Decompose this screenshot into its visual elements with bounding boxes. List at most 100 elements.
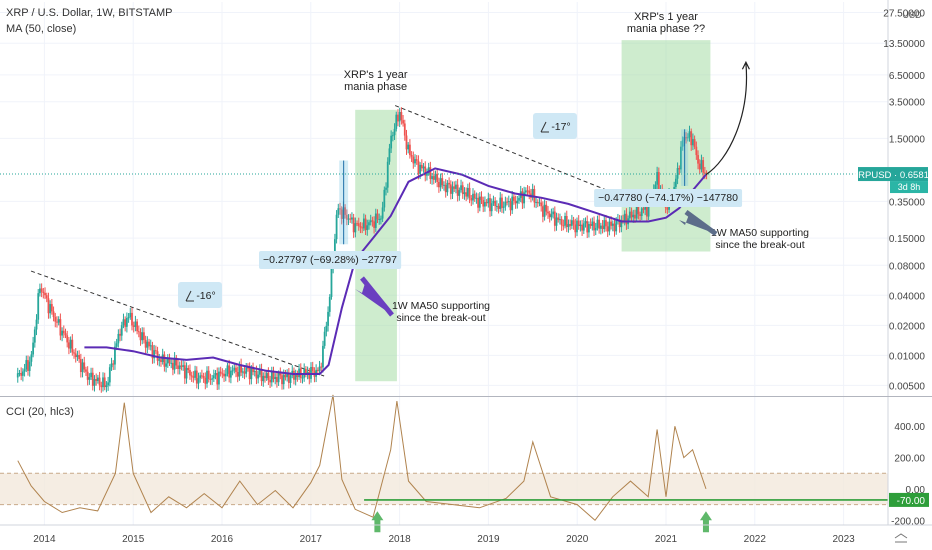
price-candle [352, 217, 355, 233]
price-candle [378, 219, 381, 221]
price-candle [644, 206, 647, 210]
price-candle [149, 345, 152, 347]
price-candle [137, 331, 140, 333]
price-candle [487, 198, 490, 204]
price-candle [296, 375, 299, 378]
price-candle [235, 367, 237, 373]
price-candle [45, 295, 48, 299]
cci-line [17, 394, 707, 522]
price-candle [397, 114, 399, 122]
price-candle [27, 360, 29, 371]
price-candle [468, 187, 471, 199]
price-candle [700, 160, 703, 170]
price-candle [521, 191, 524, 204]
price-candle [424, 166, 427, 176]
price-candle [698, 163, 701, 170]
price-candle [173, 357, 176, 370]
price-candle [640, 208, 643, 216]
price-candle [236, 372, 239, 377]
price-candle [567, 224, 570, 228]
price-candle [117, 333, 120, 344]
price-candle [245, 367, 248, 374]
support-label-2017: 1W MA50 supporting since the break-out [392, 300, 490, 324]
mania-label-2017: XRP's 1 year mania phase [344, 69, 408, 93]
price-candle [141, 332, 144, 341]
support-label-2021: 1W MA50 supporting since the break-out [711, 227, 809, 251]
price-candle [52, 311, 55, 318]
price-candle [657, 172, 660, 191]
price-candle [262, 375, 265, 382]
price-candle [637, 206, 640, 215]
price-tick-label: 0.15000 [889, 234, 926, 245]
price-candle [362, 218, 365, 229]
price-candle [569, 224, 572, 226]
price-candle [495, 205, 498, 207]
price-candle [107, 382, 110, 386]
price-candle [98, 377, 101, 386]
price-candle [593, 221, 595, 231]
downtrend-line-1 [30, 270, 325, 377]
price-candle [543, 204, 546, 217]
price-candle [276, 377, 278, 383]
price-candle [64, 333, 67, 336]
price-candle [172, 362, 174, 370]
price-candle [623, 213, 626, 221]
price-candle [218, 371, 220, 385]
price-candle [448, 182, 451, 185]
price-candle [282, 374, 285, 385]
price-candle [316, 369, 319, 372]
price-candle [615, 220, 618, 232]
pointer-arrow-2017-shaft [360, 276, 394, 317]
price-candle [528, 190, 531, 194]
price-candle [61, 330, 63, 336]
price-candle [702, 160, 705, 173]
price-candle [509, 201, 512, 211]
price-candle [211, 378, 214, 380]
price-candle [359, 226, 362, 228]
price-candle [247, 367, 249, 369]
price-candle [460, 185, 462, 191]
price-candle [59, 319, 62, 336]
price-candle [494, 200, 497, 207]
price-candle [185, 367, 188, 379]
price-candle [308, 372, 311, 379]
price-candle [23, 369, 26, 372]
price-candle [91, 372, 94, 386]
price-candle [458, 190, 461, 196]
price-candle [311, 366, 314, 371]
price-candle [18, 373, 21, 375]
price-candle [49, 304, 52, 314]
price-candle [381, 207, 384, 219]
price-candle [68, 342, 70, 349]
price-candle [320, 366, 323, 368]
price-candle [437, 181, 440, 188]
price-candle [25, 360, 28, 370]
price-candle [581, 224, 584, 231]
price-candle [548, 213, 551, 218]
price-candle [180, 365, 183, 367]
price-candle [339, 208, 341, 210]
price-candle [178, 365, 181, 370]
price-candle [470, 198, 473, 201]
price-tick-label: 0.02000 [889, 321, 926, 332]
price-candle [160, 359, 162, 362]
price-candle [238, 364, 241, 377]
price-candle [243, 371, 246, 374]
price-candle [635, 206, 638, 219]
projection-arrow [705, 63, 748, 176]
price-candle [240, 364, 243, 373]
price-candle [351, 217, 353, 220]
price-candle [28, 361, 31, 371]
price-candle [553, 211, 556, 226]
price-candle [374, 213, 377, 228]
price-candle [507, 201, 510, 203]
price-candle [200, 375, 203, 377]
price-candle [132, 325, 135, 327]
price-candle [257, 374, 260, 379]
price-candle [383, 189, 386, 208]
price-candle [209, 378, 212, 380]
cci-tick-label: 200.00 [894, 454, 925, 465]
symbol-title: XRP / U.S. Dollar, 1W, BITSTAMP [6, 7, 173, 19]
price-candle [516, 200, 519, 204]
